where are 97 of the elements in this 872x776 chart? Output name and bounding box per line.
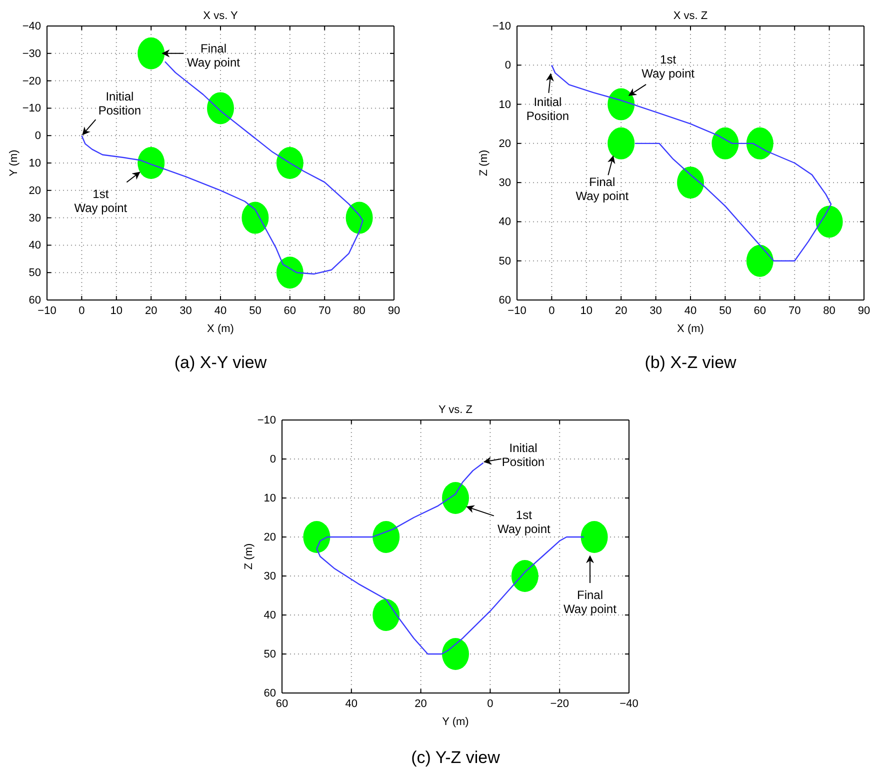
y-tick-label: 0 bbox=[504, 60, 511, 72]
point bbox=[242, 202, 269, 234]
y-tick-label: 30 bbox=[264, 570, 276, 583]
annotation: Final Way point bbox=[187, 41, 241, 70]
point bbox=[608, 127, 635, 160]
x-tick-label: 50 bbox=[249, 304, 262, 317]
point bbox=[138, 37, 165, 70]
y-tick-label: 20 bbox=[28, 184, 41, 197]
x-tick-label: −10 bbox=[38, 304, 56, 317]
point bbox=[746, 244, 774, 277]
point bbox=[276, 256, 304, 289]
x-axis-title: X (m) bbox=[677, 323, 704, 335]
y-tick-label: 60 bbox=[264, 688, 276, 700]
x-tick-label: 90 bbox=[388, 304, 400, 317]
y-tick-label: 20 bbox=[264, 532, 276, 544]
point bbox=[608, 88, 635, 120]
point bbox=[138, 147, 165, 179]
x-axis-title: Y (m) bbox=[442, 716, 469, 728]
x-axis-title: X (m) bbox=[207, 323, 234, 335]
y-tick-label: 40 bbox=[28, 240, 41, 252]
x-tick-label: 90 bbox=[858, 304, 870, 317]
annotation: 1st Way point bbox=[497, 508, 552, 536]
annotation: 1st Way point bbox=[74, 187, 128, 216]
y-tick-label: −10 bbox=[22, 102, 41, 115]
y-tick-label: 30 bbox=[28, 212, 41, 224]
x-tick-label: 80 bbox=[823, 304, 836, 317]
y-axis-title: Z (m) bbox=[243, 543, 255, 570]
chart-title: Y vs. Z bbox=[438, 404, 473, 416]
x-tick-label: 40 bbox=[214, 304, 227, 317]
y-tick-label: 50 bbox=[264, 648, 276, 661]
chart-title: X vs. Z bbox=[673, 10, 708, 22]
point bbox=[442, 638, 469, 670]
x-tick-label: 20 bbox=[414, 698, 427, 710]
x-tick-label: 0 bbox=[487, 698, 494, 710]
y-tick-label: 60 bbox=[28, 294, 41, 307]
point bbox=[442, 482, 469, 514]
y-tick-label: 50 bbox=[28, 267, 41, 280]
annotation: Initial Position bbox=[98, 90, 142, 118]
x-tick-label: 30 bbox=[650, 304, 662, 317]
text: (b) X-Z view bbox=[644, 353, 738, 372]
y-axis-title: Z (m) bbox=[478, 150, 490, 176]
y-tick-label: 30 bbox=[498, 177, 511, 190]
y-tick-label: 20 bbox=[498, 138, 511, 150]
y-tick-label: −30 bbox=[22, 48, 41, 60]
x-tick-label: 70 bbox=[788, 304, 801, 317]
y-tick-label: −40 bbox=[22, 20, 41, 33]
x-tick-label: 70 bbox=[318, 304, 331, 317]
y-tick-label: −10 bbox=[492, 20, 511, 33]
y-tick-label: 0 bbox=[270, 454, 276, 466]
x-tick-label: 60 bbox=[284, 304, 296, 317]
x-tick-label: 40 bbox=[684, 304, 697, 317]
y-tick-label: 10 bbox=[28, 158, 41, 170]
x-tick-label: 10 bbox=[580, 304, 593, 317]
x-tick-label: −10 bbox=[508, 304, 526, 317]
x-tick-label: 0 bbox=[78, 304, 85, 317]
x-tick-label: 80 bbox=[353, 304, 366, 317]
y-tick-label: 40 bbox=[498, 216, 511, 228]
x-tick-label: 0 bbox=[548, 304, 555, 317]
point bbox=[677, 166, 704, 199]
y-tick-label: 50 bbox=[498, 255, 511, 268]
y-tick-label: −20 bbox=[22, 75, 41, 88]
point bbox=[746, 127, 774, 160]
annotation: 1st Way point bbox=[642, 52, 696, 80]
annotation: Final Way point bbox=[576, 175, 630, 204]
chart-title: X vs. Y bbox=[203, 10, 238, 22]
point bbox=[580, 521, 608, 553]
text: (a) X-Y view bbox=[174, 353, 268, 372]
x-tick-label: −40 bbox=[620, 698, 638, 710]
x-tick-label: 50 bbox=[719, 304, 732, 317]
point bbox=[372, 521, 400, 553]
y-tick-label: 40 bbox=[264, 610, 276, 622]
point bbox=[511, 560, 538, 592]
x-tick-label: 40 bbox=[345, 698, 358, 710]
x-tick-label: 20 bbox=[144, 304, 158, 317]
x-tick-label: 60 bbox=[754, 304, 766, 317]
annotation: Initial Position bbox=[526, 94, 570, 123]
point bbox=[712, 127, 739, 160]
point bbox=[816, 206, 843, 238]
x-tick-label: 30 bbox=[180, 304, 192, 317]
point bbox=[276, 147, 304, 179]
text: (c) Y-Z view bbox=[411, 748, 501, 767]
point bbox=[207, 92, 234, 124]
y-tick-label: 10 bbox=[498, 98, 511, 111]
y-tick-label: 0 bbox=[34, 130, 41, 142]
x-tick-label: 20 bbox=[614, 304, 628, 317]
point bbox=[346, 202, 373, 234]
y-tick-label: 60 bbox=[498, 294, 511, 307]
point bbox=[372, 599, 400, 631]
y-axis-title: Y (m) bbox=[8, 150, 20, 176]
y-tick-label: 10 bbox=[264, 492, 276, 505]
x-tick-label: 60 bbox=[276, 698, 288, 710]
y-tick-label: −10 bbox=[257, 414, 276, 427]
x-tick-label: 10 bbox=[110, 304, 123, 317]
annotation: Initial Position bbox=[502, 440, 545, 469]
annotation: Final Way point bbox=[564, 588, 618, 616]
point bbox=[303, 521, 330, 553]
x-tick-label: −20 bbox=[550, 698, 569, 710]
